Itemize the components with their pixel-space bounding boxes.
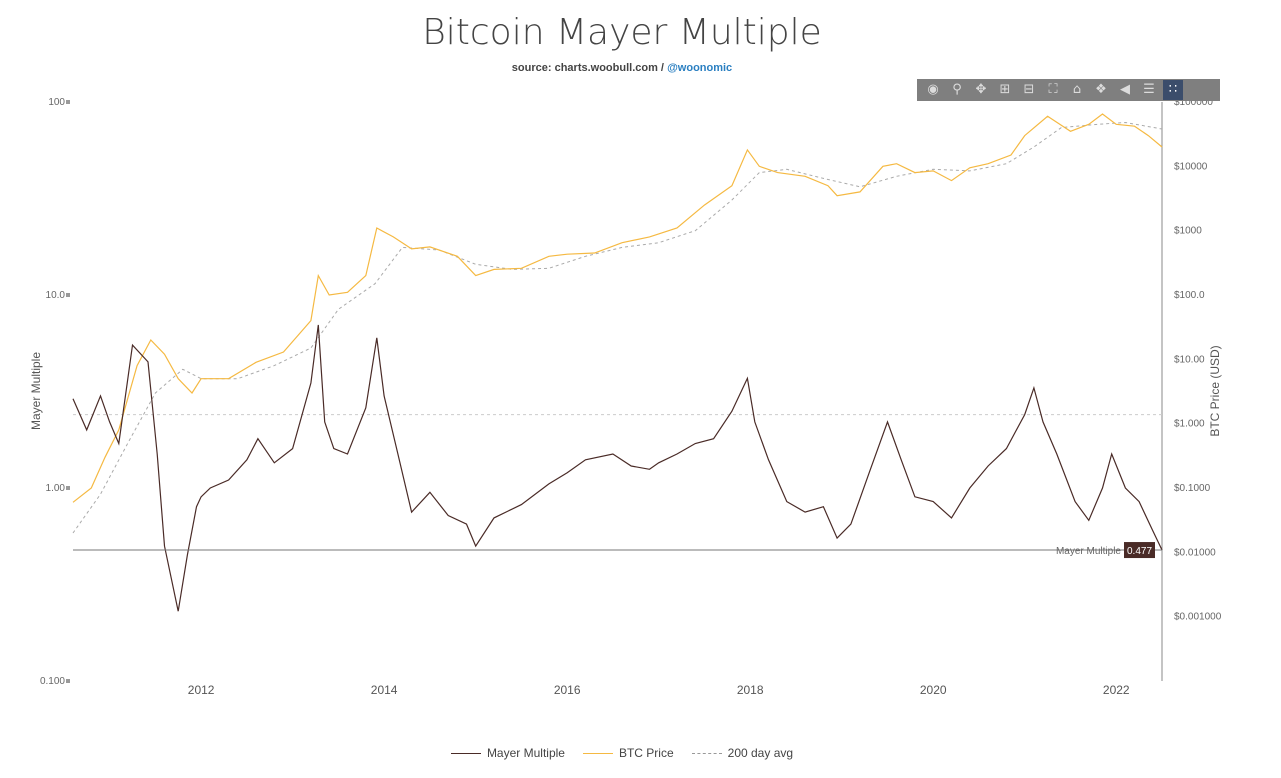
y-tick-label: 0.100 [40, 676, 65, 687]
zoom-out-icon[interactable]: ⊟ [1023, 82, 1035, 97]
x-tick-label: 2014 [371, 683, 398, 697]
legend-label: Mayer Multiple [486, 746, 565, 760]
y-tick-label: 1.00 [46, 483, 66, 494]
legend-item-mayer-multiple[interactable]: Mayer Multiple [450, 746, 565, 760]
legend-swatch-mayer [450, 752, 481, 754]
y-tick-mark [66, 679, 70, 683]
hover-compare-icon[interactable]: ☰ [1143, 82, 1155, 97]
legend-swatch-avg [691, 752, 722, 754]
spike-lines-icon[interactable]: ❖ [1095, 82, 1107, 97]
subtitle-source: source: charts.woobull.com / [511, 62, 668, 74]
x-tick-label: 2012 [188, 683, 215, 697]
y2-tick-label: $100000 [1174, 97, 1213, 108]
y2-axis-title: BTC Price (USD) [1208, 345, 1222, 436]
plotly-logo-icon[interactable]: ∷ [1163, 80, 1183, 100]
legend-label: 200 day avg [727, 746, 794, 760]
x-tick-label: 2020 [920, 683, 947, 697]
camera-icon[interactable]: ◉ [927, 82, 939, 97]
y-tick-label: 100 [48, 97, 65, 108]
legend-item-btc-price[interactable]: BTC Price [582, 746, 674, 760]
series-mayer-multiple [72, 324, 1163, 612]
y2-tick-label: $0.01000 [1174, 547, 1216, 558]
series-200-day-avg [72, 121, 1163, 534]
zoom-in-icon[interactable]: ⊞ [999, 82, 1011, 97]
autoscale-icon[interactable]: ⛶ [1048, 82, 1058, 97]
x-tick-label: 2016 [554, 683, 581, 697]
legend-swatch-btc [582, 752, 613, 754]
x-tick-label: 2018 [737, 683, 764, 697]
reference-value-label: 0.477 [1127, 546, 1152, 557]
chart-subtitle: source: charts.woobull.com / @woonomic [0, 62, 1244, 74]
chart-title: Bitcoin Mayer Multiple [422, 12, 822, 53]
zoom-icon[interactable]: ⚲ [952, 82, 962, 97]
x-tick-label: 2022 [1103, 683, 1130, 697]
y2-tick-label: $0.001000 [1174, 612, 1222, 623]
pan-icon[interactable]: ✥ [975, 82, 987, 97]
y-tick-mark [66, 293, 70, 297]
reset-axes-icon[interactable]: ⌂ [1072, 82, 1082, 97]
legend-item-200-day-avg[interactable]: 200 day avg [691, 746, 794, 760]
y2-tick-label: $1000 [1174, 226, 1202, 237]
y2-tick-label: $100.0 [1174, 290, 1205, 301]
legend-label: BTC Price [618, 746, 674, 760]
series-btc-price [72, 113, 1163, 503]
y2-tick-label: $1.000 [1174, 419, 1205, 430]
y-tick-mark [66, 486, 70, 490]
modebar: ◉ ⚲ ✥ ⊞ ⊟ ⛶ ⌂ ❖ ◀ ☰ ∷ [917, 79, 1220, 101]
y-tick-label: 10.0 [46, 290, 66, 301]
hover-closest-icon[interactable]: ◀ [1120, 82, 1130, 97]
reference-value-badge [1124, 542, 1155, 559]
subtitle-link[interactable]: @woonomic [667, 62, 733, 74]
y2-tick-label: $0.1000 [1174, 483, 1211, 494]
y2-tick-label: $10.00 [1174, 354, 1205, 365]
y2-tick-label: $10000 [1174, 161, 1208, 172]
reference-line-label: Mayer Multiple [1056, 546, 1121, 557]
legend: Mayer Multiple BTC Price 200 day avg [0, 746, 1244, 760]
y-axis-title: Mayer Multiple [29, 352, 43, 430]
y-tick-mark [66, 100, 70, 104]
